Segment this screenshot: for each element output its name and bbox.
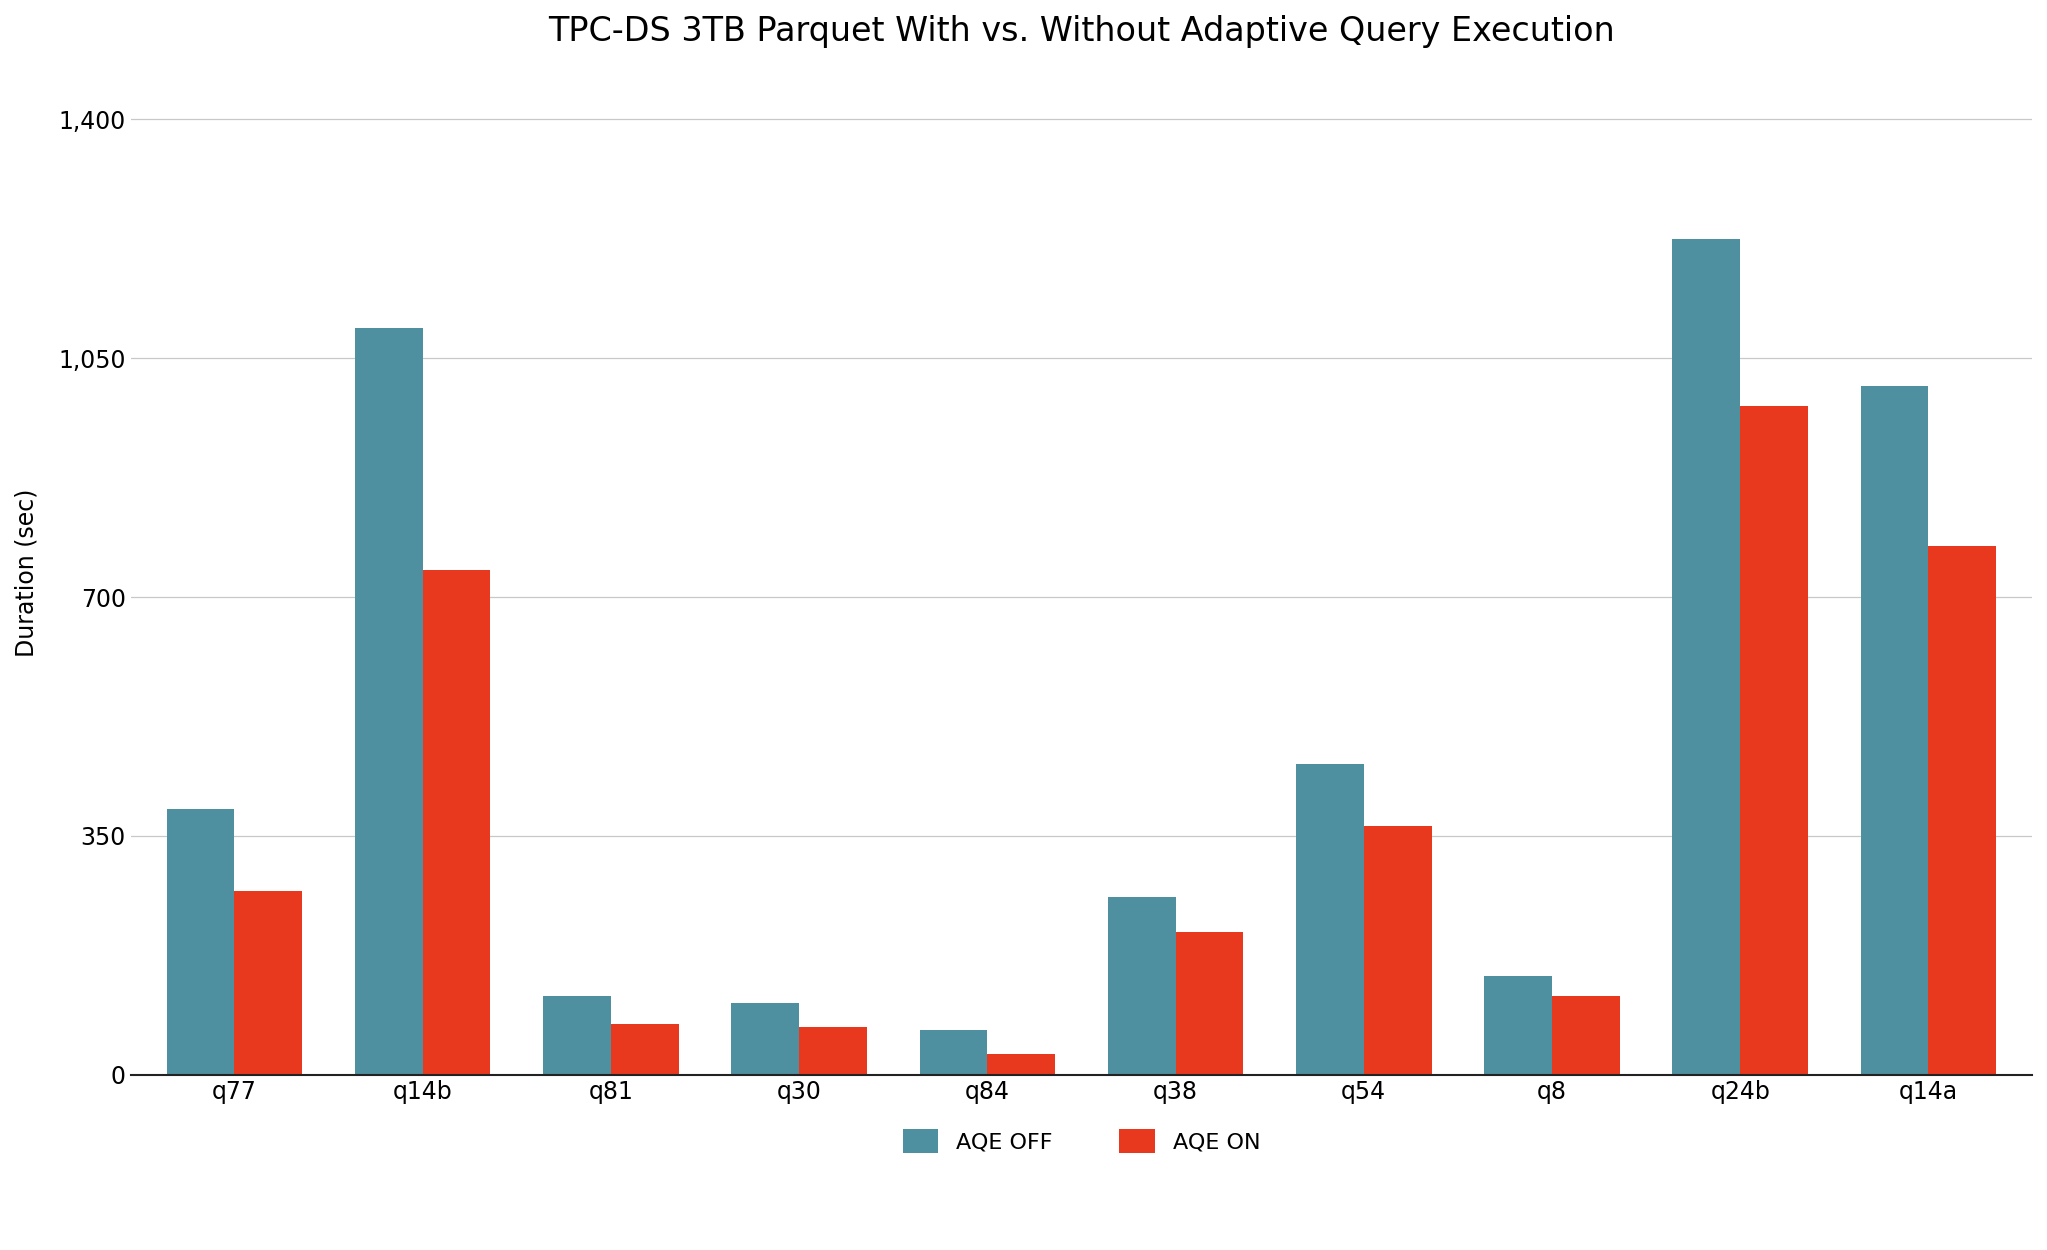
Bar <box>1175 931 1243 1075</box>
Bar <box>1107 898 1175 1075</box>
Y-axis label: Duration (sec): Duration (sec) <box>14 489 39 658</box>
Bar <box>1861 385 1928 1075</box>
Bar <box>354 328 422 1075</box>
Bar <box>1363 826 1431 1075</box>
Bar <box>1484 976 1552 1075</box>
Bar <box>166 809 233 1075</box>
Bar <box>987 1055 1054 1075</box>
Bar <box>1740 406 1808 1075</box>
Bar <box>1672 239 1740 1075</box>
Bar <box>919 1030 987 1075</box>
Bar <box>542 996 610 1075</box>
Bar <box>422 570 491 1075</box>
Bar <box>1928 546 1996 1075</box>
Legend: AQE OFF, AQE ON: AQE OFF, AQE ON <box>892 1118 1271 1164</box>
Bar <box>1552 996 1619 1075</box>
Bar <box>1296 764 1363 1075</box>
Bar <box>233 890 303 1075</box>
Bar <box>610 1024 678 1075</box>
Bar <box>798 1028 866 1075</box>
Bar <box>731 1004 798 1075</box>
Title: TPC-DS 3TB Parquet With vs. Without Adaptive Query Execution: TPC-DS 3TB Parquet With vs. Without Adap… <box>549 15 1615 48</box>
